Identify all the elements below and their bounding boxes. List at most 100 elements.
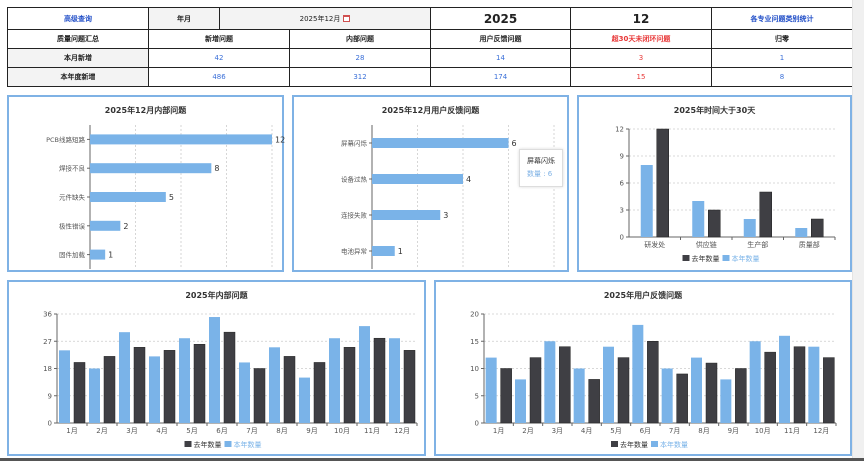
- chart-title: 2025年时间大于30天: [673, 106, 756, 115]
- legend-label-last-year: 去年数量: [692, 254, 720, 263]
- query-row: 高级查询 年月 2025年12月 2025 12 各专业问题类别统计: [7, 7, 854, 30]
- bar-last-year: [647, 341, 659, 424]
- category-label: 电池异常: [341, 247, 367, 256]
- cell-value[interactable]: 14: [430, 48, 572, 68]
- bar: [90, 220, 121, 231]
- bar-last-year: [283, 356, 296, 424]
- chart-title: 2025年12月内部问题: [104, 106, 187, 115]
- y-tick-label: 27: [43, 338, 52, 346]
- x-tick-label: 6月: [640, 427, 651, 435]
- x-tick-label: 5月: [610, 427, 621, 435]
- bar-last-year: [811, 218, 824, 238]
- x-tick-label: 9月: [306, 427, 317, 435]
- x-tick-label: 10月: [334, 427, 350, 435]
- category-label: 连接失败: [341, 211, 368, 220]
- y-tick-label: 0: [48, 420, 52, 428]
- year-month-picker[interactable]: 2025年12月: [218, 7, 432, 30]
- category-label: 焊接不良: [59, 164, 86, 173]
- column-header: 新增问题: [148, 29, 290, 49]
- bar-current-year: [795, 228, 808, 237]
- x-tick-label: 12月: [394, 427, 410, 435]
- bar-last-year: [735, 368, 747, 424]
- bar-current-year: [808, 346, 820, 423]
- x-tick-label: 10月: [755, 427, 771, 435]
- bar-last-year: [764, 351, 776, 424]
- bar-last-year: [373, 337, 386, 424]
- x-tick-label: 9月: [728, 427, 739, 435]
- y-tick-label: 9: [620, 153, 624, 161]
- x-tick-label: 供应链: [696, 240, 717, 249]
- column-header: 质量问题汇总: [7, 29, 149, 49]
- x-tick-label: 3月: [552, 427, 563, 435]
- category-label: 元件缺失: [59, 193, 86, 202]
- bar-last-year: [708, 209, 721, 238]
- x-tick-label: 2月: [522, 427, 533, 435]
- bar-current-year: [779, 335, 790, 423]
- category-label: 屏幕闪烁: [341, 139, 368, 148]
- cell-value[interactable]: 312: [288, 67, 432, 87]
- x-tick-label: 11月: [364, 427, 380, 435]
- bar-current-year: [573, 368, 585, 423]
- bar-last-year: [617, 357, 630, 424]
- bar-current-year: [691, 357, 702, 423]
- category-label: 极性错误: [59, 221, 86, 230]
- x-tick-label: 4月: [581, 427, 592, 435]
- calendar-icon[interactable]: [343, 15, 351, 22]
- chart-title: 2025年用户反馈问题: [603, 291, 683, 300]
- cell-value[interactable]: 15: [570, 67, 713, 87]
- cell-value[interactable]: 42: [148, 48, 290, 68]
- data-label: 8: [214, 164, 219, 173]
- bar-last-year: [676, 373, 688, 424]
- tooltip-value: 数量 : 6: [527, 170, 553, 178]
- x-tick-label: 2月: [96, 427, 107, 435]
- cell-value[interactable]: 486: [148, 67, 290, 87]
- bar-current-year: [603, 346, 614, 423]
- legend-swatch-last-year: [682, 255, 690, 261]
- y-tick-label: 12: [615, 126, 624, 134]
- cell-value[interactable]: 8: [711, 67, 854, 87]
- bar-current-year: [149, 356, 160, 423]
- data-label: 1: [108, 251, 113, 260]
- bar-last-year: [500, 368, 512, 424]
- x-tick-label: 研发处: [644, 240, 665, 249]
- advanced-query-link[interactable]: 高级查询: [7, 7, 149, 30]
- bar: [90, 249, 106, 260]
- vertical-scrollbar[interactable]: [852, 0, 864, 461]
- bar-current-year: [485, 357, 497, 423]
- cell-value[interactable]: 28: [288, 48, 432, 68]
- bar: [372, 246, 395, 256]
- bar: [90, 163, 212, 174]
- cell-value[interactable]: 174: [430, 67, 572, 87]
- category-label: 固件加载: [59, 250, 86, 259]
- bar-last-year: [193, 344, 206, 424]
- cell-value[interactable]: 3: [570, 48, 713, 68]
- chart-panel-feedback-year: 2025年用户反馈问题 0 5 10 15 20 1月 2月 3月 4月 5月 6月 7月 8月 9月 10…: [434, 280, 852, 456]
- bar-last-year: [705, 362, 718, 424]
- legend-swatch-last-year: [611, 441, 618, 447]
- legend-label-last-year: 去年数量: [620, 440, 648, 449]
- category-stats-link[interactable]: 各专业问题类别统计: [711, 7, 854, 30]
- y-tick-label: 5: [475, 392, 479, 400]
- bar-last-year: [133, 347, 146, 424]
- bar-current-year: [179, 338, 190, 423]
- x-tick-label: 7月: [669, 427, 680, 435]
- legend-swatch-current-year: [651, 441, 658, 447]
- bar-current-year: [749, 341, 761, 423]
- x-tick-label: 质量部: [799, 240, 820, 249]
- bar-last-year: [313, 362, 326, 424]
- y-tick-label: 9: [48, 392, 52, 400]
- bar-last-year: [588, 379, 600, 424]
- chart-panel-internal-dec: 2025年12月内部问题 PCB线路短路 12 焊接不良 8 元件缺失 5 极性错误 2 固件加…: [7, 95, 285, 272]
- tooltip-title: 屏幕闪烁: [527, 157, 555, 165]
- bar: [372, 138, 509, 148]
- x-tick-label: 1月: [66, 427, 77, 435]
- bar: [90, 192, 166, 202]
- legend-swatch-current-year: [224, 441, 232, 447]
- y-tick-label: 6: [620, 180, 625, 188]
- y-tick-label: 15: [470, 338, 479, 346]
- bar: [372, 210, 441, 220]
- cell-value[interactable]: 1: [711, 48, 854, 68]
- x-tick-label: 6月: [216, 427, 227, 435]
